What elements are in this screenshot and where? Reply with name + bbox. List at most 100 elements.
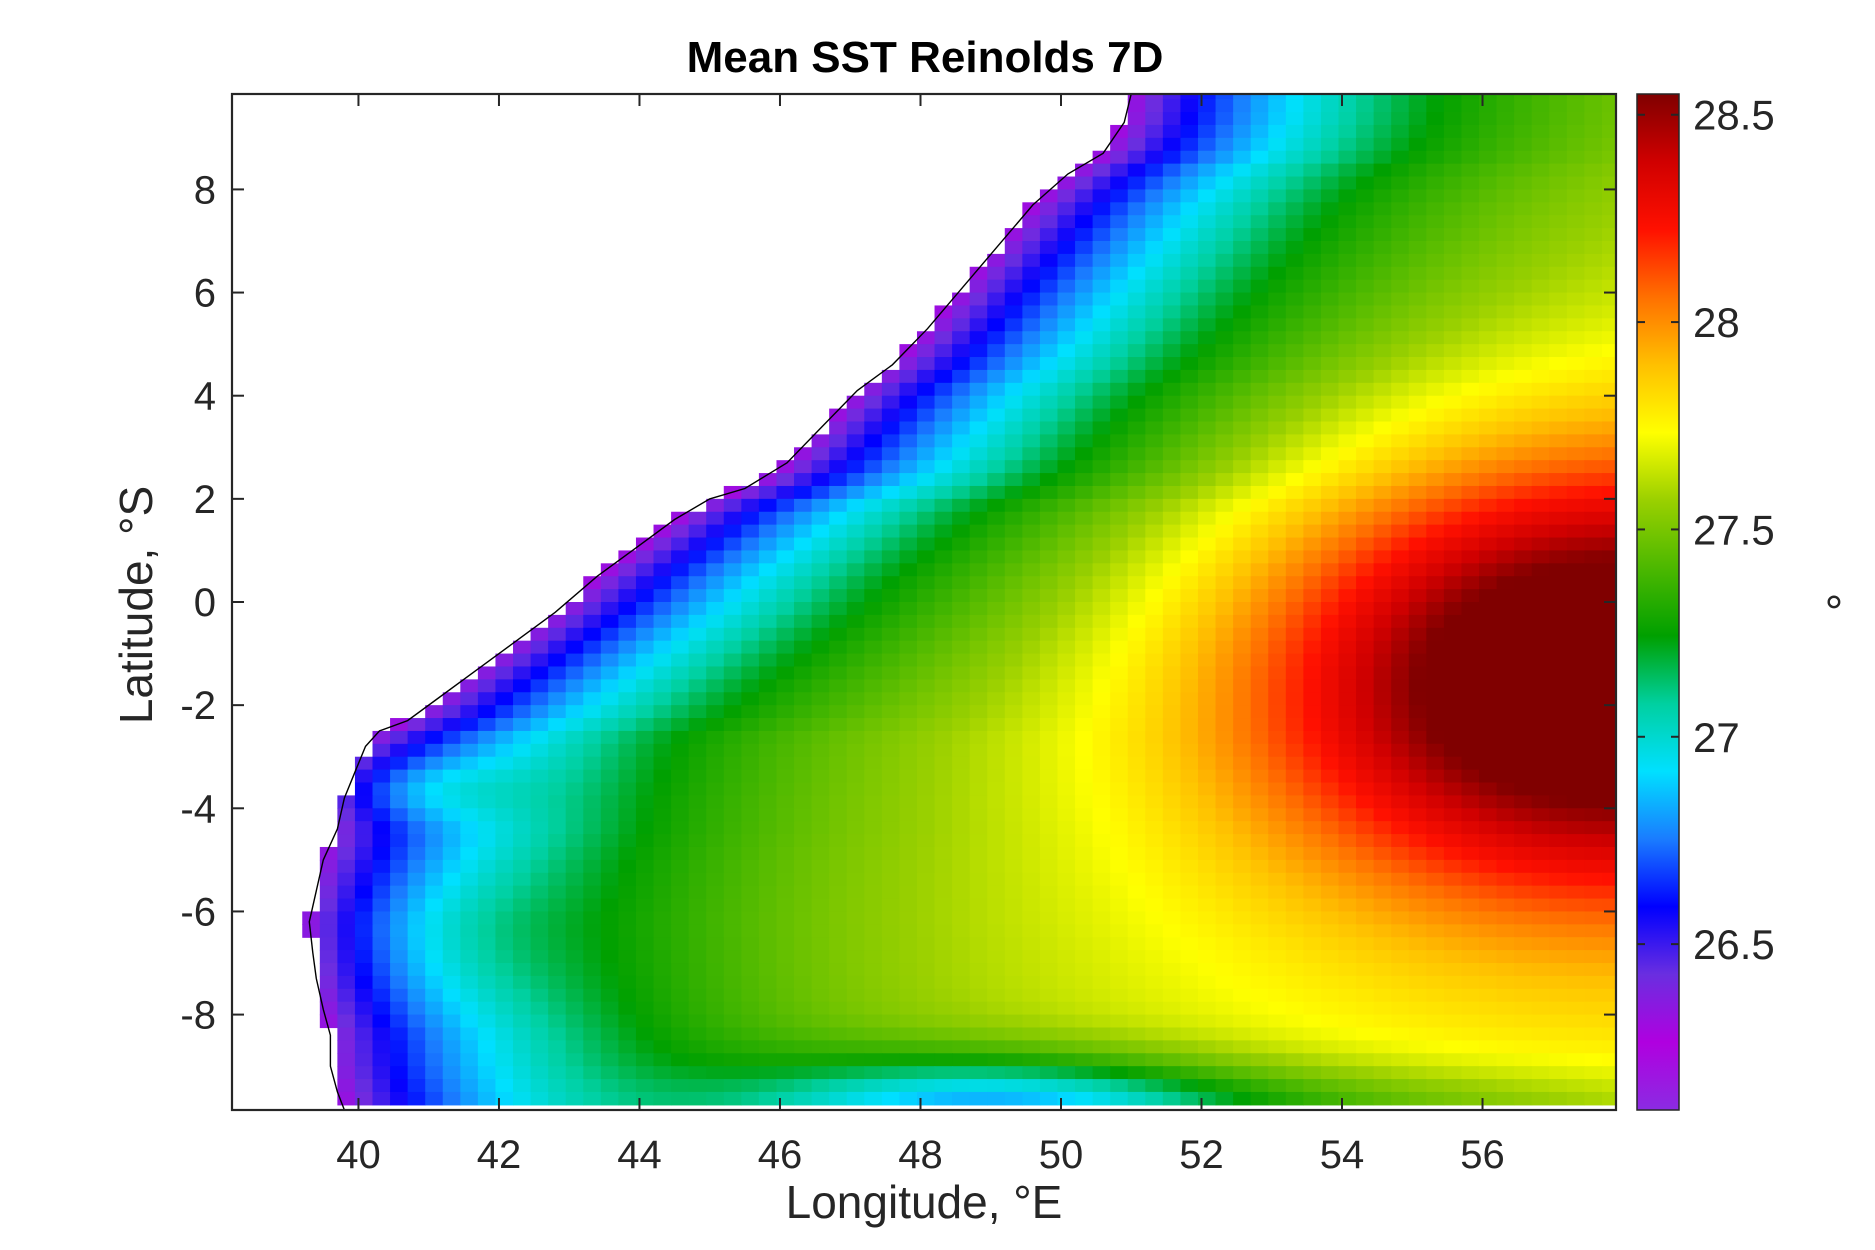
sst-cell <box>1022 679 1041 693</box>
sst-cell <box>1092 1001 1111 1016</box>
sst-cell <box>1514 550 1533 564</box>
sst-cell <box>987 266 1006 281</box>
sst-cell <box>1197 1001 1217 1016</box>
sst-cell <box>1356 1014 1375 1029</box>
sst-cell <box>1356 279 1375 294</box>
sst-cell <box>1373 679 1392 693</box>
sst-cell <box>1233 846 1252 861</box>
sst-cell <box>1110 215 1129 229</box>
sst-cell <box>530 1027 549 1041</box>
sst-cell <box>477 769 497 784</box>
sst-cell <box>1531 963 1550 977</box>
sst-cell <box>899 382 918 397</box>
sst-cell <box>1110 730 1129 745</box>
sst-cell <box>442 718 461 732</box>
sst-cell <box>548 666 567 680</box>
sst-cell <box>1303 434 1322 448</box>
sst-cell <box>1162 1001 1182 1016</box>
sst-cell <box>723 1027 742 1041</box>
sst-cell <box>390 1053 409 1067</box>
sst-cell <box>776 743 795 758</box>
sst-cell <box>1584 692 1603 706</box>
sst-cell <box>635 924 655 938</box>
sst-cell <box>741 679 760 693</box>
sst-cell <box>1531 382 1550 397</box>
sst-cell <box>1145 266 1164 281</box>
sst-cell <box>548 859 567 874</box>
sst-cell <box>1215 821 1234 835</box>
sst-cell <box>1268 911 1287 925</box>
sst-cell <box>1461 589 1480 603</box>
sst-cell <box>442 950 461 964</box>
sst-cell <box>758 511 778 526</box>
sst-cell <box>899 344 918 358</box>
sst-cell <box>1496 421 1515 435</box>
sst-cell <box>513 950 532 964</box>
sst-cell <box>1549 666 1568 680</box>
sst-cell <box>846 872 865 887</box>
sst-cell <box>1057 563 1076 577</box>
sst-cell <box>1197 537 1217 552</box>
sst-cell <box>1566 511 1585 526</box>
sst-cell <box>1145 975 1164 990</box>
sst-cell <box>1443 434 1463 448</box>
sst-cell <box>1356 447 1375 461</box>
sst-cell <box>1584 743 1603 758</box>
sst-cell <box>1057 640 1076 655</box>
sst-cell <box>425 898 444 913</box>
sst-cell <box>1250 318 1269 332</box>
sst-cell <box>934 756 953 771</box>
sst-cell <box>829 550 848 564</box>
sst-cell <box>1233 782 1252 796</box>
sst-cell <box>495 1066 514 1080</box>
sst-cell <box>1461 357 1480 371</box>
sst-cell <box>794 614 813 629</box>
sst-cell <box>1004 627 1023 642</box>
sst-cell <box>1285 240 1304 255</box>
sst-cell <box>1356 756 1375 771</box>
x-tick-label: 52 <box>1179 1133 1224 1177</box>
sst-cell <box>916 1040 936 1054</box>
sst-cell <box>1549 821 1568 835</box>
sst-cell <box>1092 1066 1111 1080</box>
sst-cell <box>916 614 936 629</box>
sst-cell <box>1514 511 1533 526</box>
sst-cell <box>1320 537 1340 552</box>
sst-cell <box>706 950 725 964</box>
sst-cell <box>1479 769 1498 784</box>
sst-cell <box>1004 602 1023 616</box>
sst-cell <box>1215 537 1234 552</box>
sst-cell <box>513 1066 532 1080</box>
sst-cell <box>1233 99 1252 113</box>
sst-cell <box>1303 447 1322 461</box>
sst-cell <box>1022 730 1041 745</box>
sst-cell <box>1443 988 1463 1003</box>
sst-cell <box>1338 718 1357 732</box>
sst-cell <box>1180 292 1199 307</box>
sst-cell <box>1461 498 1480 513</box>
sst-cell <box>319 885 338 900</box>
sst-cell <box>1180 537 1199 552</box>
sst-cell <box>1092 885 1111 900</box>
sst-cell <box>1549 602 1568 616</box>
sst-cell <box>1039 498 1059 513</box>
sst-cell <box>618 898 637 913</box>
sst-cell <box>1233 524 1252 539</box>
sst-cell <box>1197 988 1217 1003</box>
sst-cell <box>653 1053 672 1067</box>
sst-cell <box>1180 808 1199 822</box>
sst-cell <box>1303 215 1322 229</box>
sst-cell <box>425 911 444 925</box>
sst-cell <box>548 705 567 719</box>
sst-cell <box>671 963 690 977</box>
sst-cell <box>460 769 479 784</box>
sst-cell <box>548 1014 567 1029</box>
sst-cell <box>1479 1027 1498 1041</box>
sst-cell <box>1479 124 1498 139</box>
sst-cell <box>969 485 988 500</box>
sst-cell <box>952 460 971 474</box>
sst-cell <box>1110 150 1129 165</box>
sst-cell <box>1601 460 1617 474</box>
sst-cell <box>600 640 619 655</box>
sst-cell <box>1338 163 1357 178</box>
